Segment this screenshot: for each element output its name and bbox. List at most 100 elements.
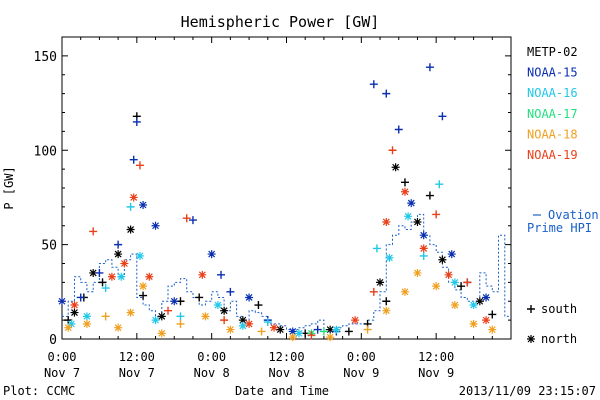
point-noaa-15-south <box>95 268 104 277</box>
point-noaa-19-north <box>145 272 154 281</box>
point-noaa-16-north <box>82 312 91 321</box>
x-tick-day-label: Nov 7 <box>44 366 80 380</box>
point-noaa-18-north <box>400 287 409 296</box>
point-noaa-19-north <box>382 217 391 226</box>
point-noaa-16-north <box>135 251 144 260</box>
point-noaa-18-north <box>201 312 210 321</box>
point-metp-02-north <box>89 268 98 277</box>
x-tick-day-label: Nov 8 <box>268 366 304 380</box>
point-noaa-15-north <box>447 250 456 259</box>
axes: 0 50 100 150 0:00 Nov 7 12:00 Nov 7 0:00 Nov 8 12:… <box>34 36 512 380</box>
point-noaa-16-north <box>404 212 413 221</box>
point-noaa-19-south <box>164 306 173 315</box>
point-noaa-19-south <box>135 161 144 170</box>
point-metp-02-north <box>126 225 135 234</box>
point-noaa-16-north <box>469 301 478 310</box>
x-tick-time-label: 12:00 <box>268 350 304 364</box>
y-tick-label: 150 <box>34 50 57 65</box>
point-noaa-15-north <box>419 231 428 240</box>
point-metp-02-south <box>254 301 263 310</box>
point-noaa-19-north <box>120 259 129 268</box>
point-noaa-19-north <box>419 244 428 253</box>
legend-item: NOAA-15 <box>527 66 578 80</box>
marker-legend-symbol-north <box>527 335 535 343</box>
point-noaa-15-south <box>313 325 322 334</box>
point-noaa-19-south <box>220 316 229 325</box>
point-metp-02-south <box>457 282 466 291</box>
point-noaa-19-south <box>89 227 98 236</box>
y-tick-label: 0 <box>49 333 57 348</box>
legend-item: NOAA-17 <box>527 107 578 121</box>
point-noaa-19-north <box>444 270 453 279</box>
y-tick-label: 100 <box>34 144 57 159</box>
point-noaa-19-north <box>129 193 138 202</box>
point-noaa-15-north <box>245 293 254 302</box>
marker-legend-label: south <box>541 302 577 316</box>
point-noaa-19-north <box>270 323 279 332</box>
ovation-legend: Ovation Prime HPI <box>527 208 599 235</box>
ovation-legend-label-1: Ovation <box>548 208 599 222</box>
point-noaa-19-north <box>400 187 409 196</box>
point-noaa-18-north <box>157 329 166 338</box>
point-noaa-16-south <box>101 284 110 293</box>
point-metp-02-north <box>391 163 400 172</box>
point-noaa-15-south <box>394 125 403 134</box>
point-metp-02-south <box>488 310 497 319</box>
point-noaa-16-north <box>332 325 341 334</box>
point-noaa-15-south <box>369 80 378 89</box>
x-tick-time-label: 0:00 <box>48 350 77 364</box>
marker-legend-label: north <box>541 332 577 346</box>
point-metp-02-north <box>376 278 385 287</box>
point-noaa-15-south <box>438 112 447 121</box>
point-metp-02-north <box>326 325 335 334</box>
point-noaa-18-north <box>82 319 91 328</box>
point-noaa-18-north <box>413 268 422 277</box>
point-metp-02-south <box>98 278 107 287</box>
point-noaa-18-north <box>126 308 135 317</box>
ovation-hpi-line <box>62 213 511 331</box>
point-noaa-16-south <box>435 180 444 189</box>
point-metp-02-north <box>475 297 484 306</box>
point-noaa-18-north <box>432 282 441 291</box>
point-metp-02-south <box>344 327 353 336</box>
marker-legend-symbol-south <box>527 305 535 313</box>
point-noaa-18-south <box>101 312 110 321</box>
point-noaa-16-north <box>450 278 459 287</box>
point-metp-02-south <box>400 178 409 187</box>
point-noaa-19-north <box>70 301 79 310</box>
footer-timestamp: 2013/11/09 23:15:07 <box>459 384 596 398</box>
x-tick-time-label: 0:00 <box>197 350 226 364</box>
point-noaa-15-north <box>207 250 216 259</box>
point-noaa-16-south <box>126 202 135 211</box>
point-noaa-19-south <box>307 331 316 340</box>
legend-item: NOAA-18 <box>527 127 578 141</box>
series-legend: METP-02 NOAA-15 NOAA-16 NOAA-17 NOAA-18 NOAA-… <box>527 45 578 162</box>
point-noaa-15-south <box>188 216 197 225</box>
point-noaa-16-north <box>67 319 76 328</box>
point-noaa-16-north <box>151 316 160 325</box>
point-noaa-15-south <box>132 117 141 126</box>
point-noaa-15-south <box>129 155 138 164</box>
point-noaa-16-south <box>372 244 381 253</box>
point-noaa-19-north <box>198 270 207 279</box>
point-noaa-15-north <box>139 200 148 209</box>
point-metp-02-north <box>114 250 123 259</box>
x-tick-day-label: Nov 9 <box>418 366 454 380</box>
x-tick-time-label: 12:00 <box>119 350 155 364</box>
legend-item: NOAA-16 <box>527 86 578 100</box>
point-noaa-17-south <box>319 327 328 336</box>
point-noaa-15-south <box>114 240 123 249</box>
point-noaa-18-south <box>363 325 372 334</box>
point-noaa-18-south <box>176 319 185 328</box>
point-noaa-15-south <box>76 293 85 302</box>
point-noaa-19-north <box>245 319 254 328</box>
point-noaa-18-north <box>488 325 497 334</box>
point-noaa-15-north <box>288 327 297 336</box>
point-noaa-16-south <box>263 318 272 327</box>
point-metp-02-north <box>220 306 229 315</box>
point-noaa-18-north <box>382 306 391 315</box>
footer-source: Plot: CCMC <box>3 384 75 398</box>
point-noaa-15-north <box>170 297 179 306</box>
x-axis-label: Date and Time <box>235 384 329 398</box>
chart-title: Hemispheric Power [GW] <box>181 13 380 31</box>
